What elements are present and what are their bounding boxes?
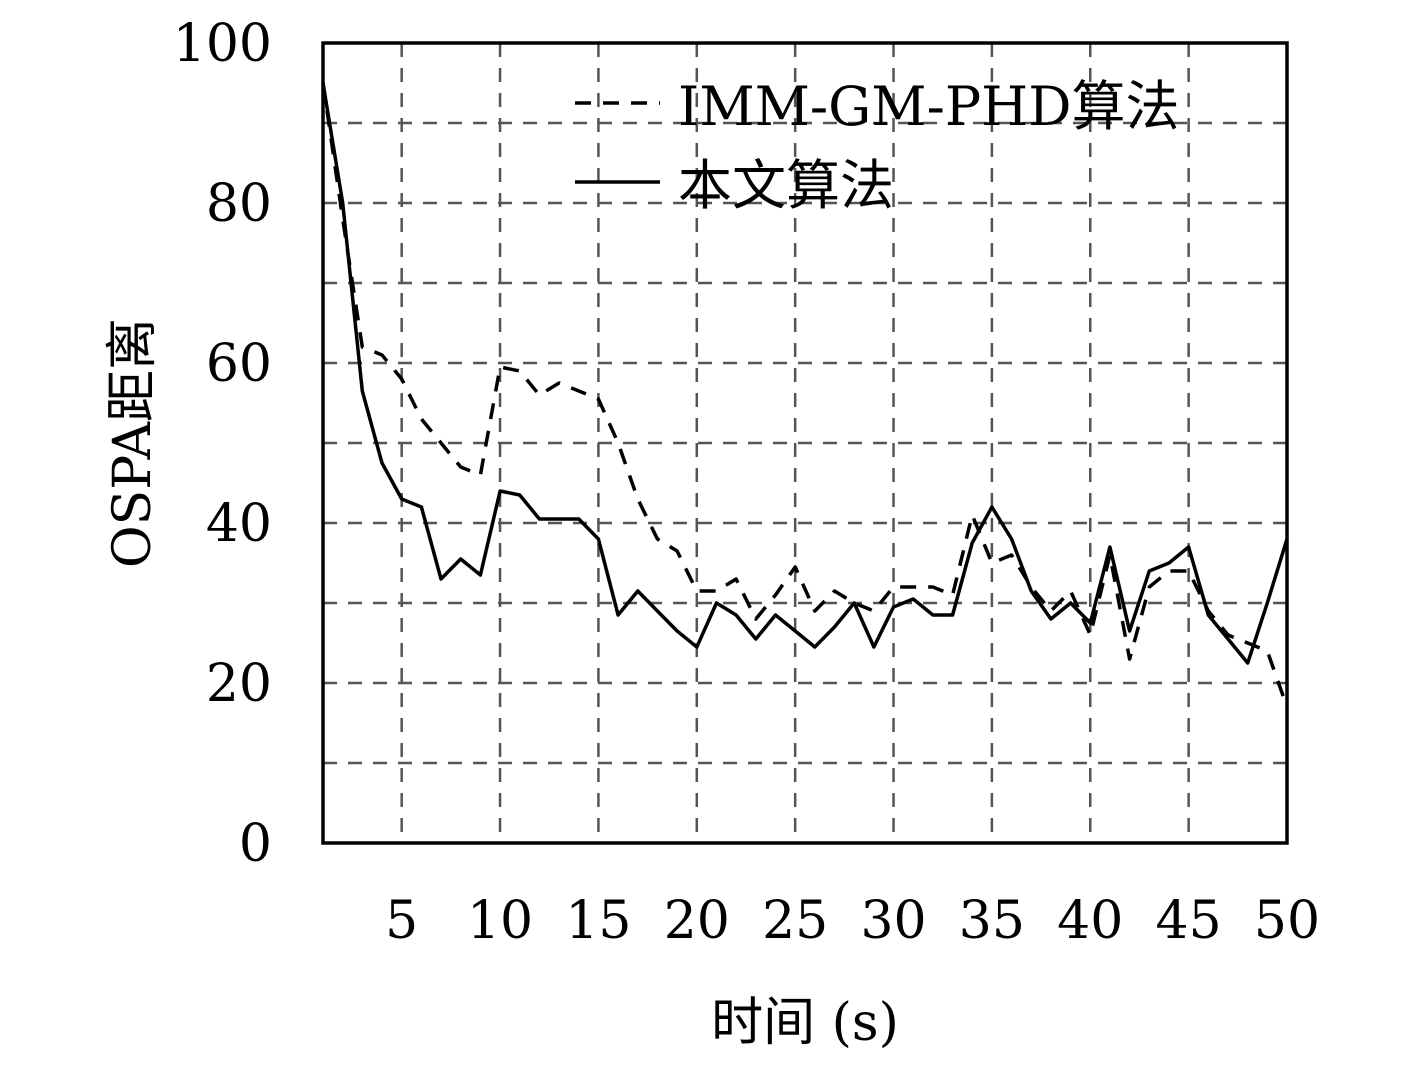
y-tick-label: 40	[206, 494, 272, 554]
x-tick-label: 50	[1254, 891, 1320, 951]
x-tick-label: 5	[385, 891, 418, 951]
x-tick-label: 20	[664, 891, 730, 951]
x-tick-label: 15	[565, 891, 631, 951]
y-tick-label: 20	[206, 654, 272, 714]
x-axis-title: 时间 (s)	[711, 993, 899, 1053]
x-tick-label: 10	[467, 891, 533, 951]
tick-labels: 5 10 15 20 25 30 35 40 45 50 0 20 40 60 80 100	[173, 14, 1320, 951]
legend-label-proposed: 本文算法	[678, 154, 894, 217]
x-tick-label: 25	[762, 891, 828, 951]
x-tick-label: 45	[1156, 891, 1222, 951]
x-tick-label: 30	[860, 891, 926, 951]
y-tick-label: 60	[206, 334, 272, 394]
plot-frame	[321, 41, 1289, 845]
y-tick-label: 100	[173, 14, 272, 74]
x-tick-label: 40	[1057, 891, 1123, 951]
y-axis-title: OSPA距离	[103, 318, 163, 568]
y-tick-label: 80	[206, 174, 272, 234]
y-tick-label: 0	[239, 814, 272, 874]
grid-lines	[323, 43, 1287, 843]
series-lines	[321, 82, 1289, 708]
series-line-0	[321, 82, 1289, 708]
series-line-1	[321, 82, 1289, 665]
legend: IMM-GM-PHD算法 本文算法	[575, 75, 1180, 217]
x-tick-label: 35	[959, 891, 1025, 951]
legend-label-imm-gm-phd: IMM-GM-PHD算法	[678, 75, 1180, 138]
